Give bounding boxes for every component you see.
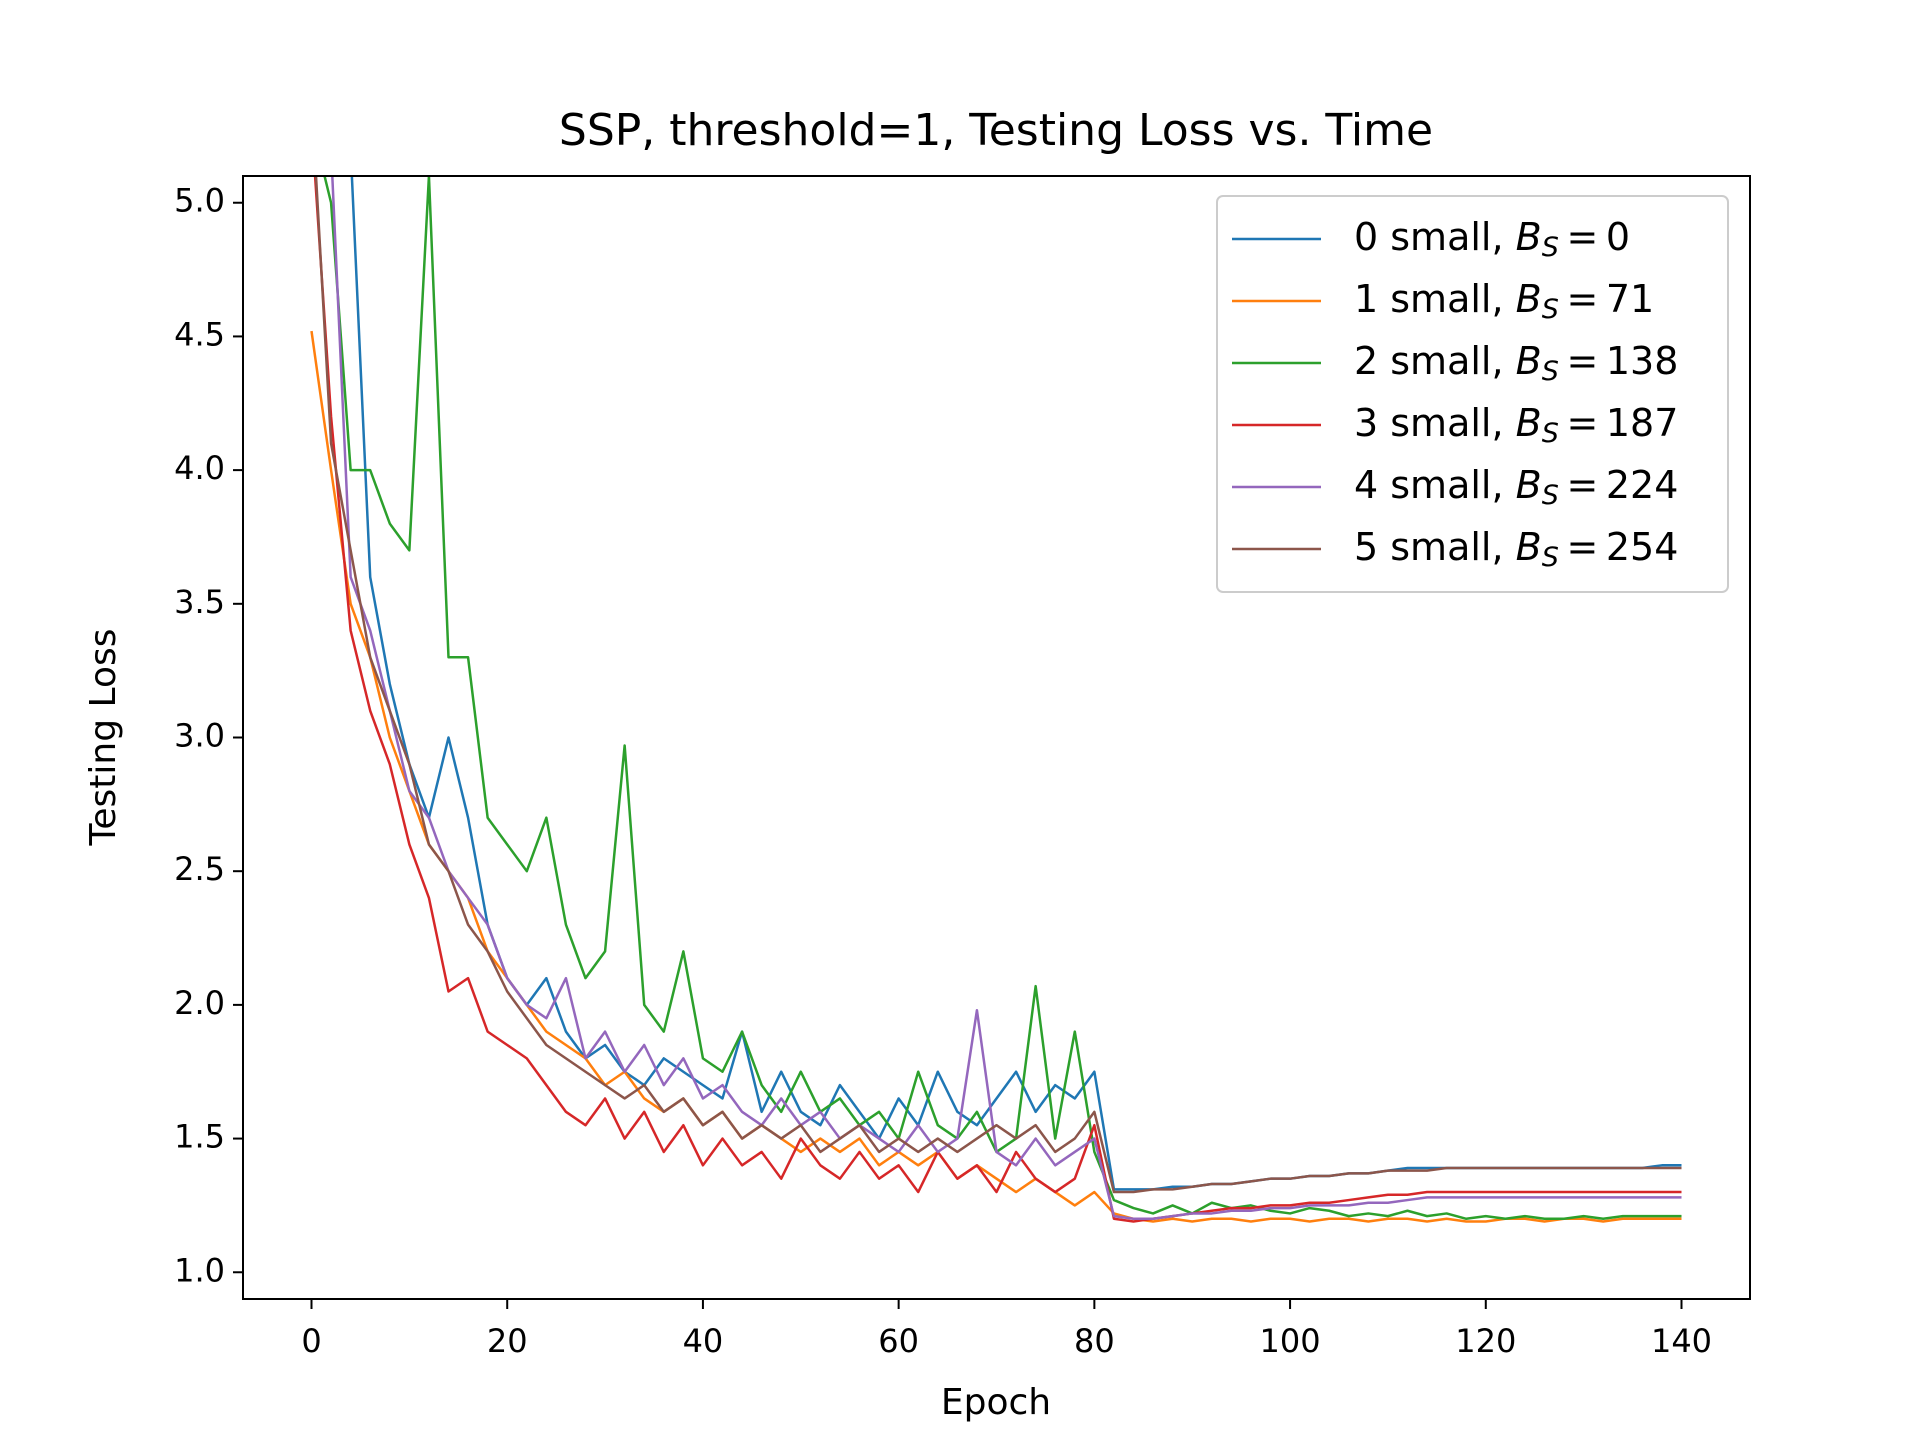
chart-title: SSP, threshold=1, Testing Loss vs. Time — [559, 105, 1433, 156]
x-tick-label: 20 — [487, 1322, 528, 1360]
y-tick-label: 1.5 — [174, 1118, 225, 1156]
legend-label: 2 small, BS = 138 — [1354, 339, 1678, 387]
legend-label: 5 small, BS = 254 — [1354, 525, 1678, 573]
legend-box — [1216, 195, 1729, 593]
legend-label: 1 small, BS = 71 — [1354, 277, 1654, 325]
legend-label: 4 small, BS = 224 — [1354, 463, 1678, 511]
series-line — [313, 176, 1682, 1223]
y-tick-label: 1.0 — [174, 1251, 225, 1289]
y-tick-label: 4.5 — [174, 315, 225, 353]
legend-label: 0 small, BS = 0 — [1354, 215, 1630, 263]
y-tick-label: 3.0 — [174, 717, 225, 755]
x-tick-label: 100 — [1260, 1322, 1321, 1360]
y-axis-label: Testing Loss — [83, 629, 124, 847]
y-tick-label: 4.0 — [174, 449, 225, 487]
y-tick-label: 3.5 — [174, 583, 225, 621]
x-tick-label: 0 — [301, 1322, 321, 1360]
series-line — [314, 176, 1682, 1194]
y-tick-label: 2.0 — [174, 984, 225, 1022]
x-tick-label: 120 — [1455, 1322, 1516, 1360]
plot-lines — [310, 176, 1682, 1223]
y-tick-label: 2.5 — [174, 850, 225, 888]
series-line — [331, 176, 1682, 1221]
x-tick-label: 60 — [878, 1322, 919, 1360]
x-tick-label: 80 — [1074, 1322, 1115, 1360]
y-tick-label: 5.0 — [174, 182, 225, 220]
x-axis-label: Epoch — [941, 1382, 1051, 1423]
x-tick-label: 140 — [1651, 1322, 1712, 1360]
legend-label: 3 small, BS = 187 — [1354, 401, 1678, 449]
x-tick-label: 40 — [683, 1322, 724, 1360]
plot-frame — [242, 175, 1751, 1300]
series-line — [310, 330, 1682, 1223]
